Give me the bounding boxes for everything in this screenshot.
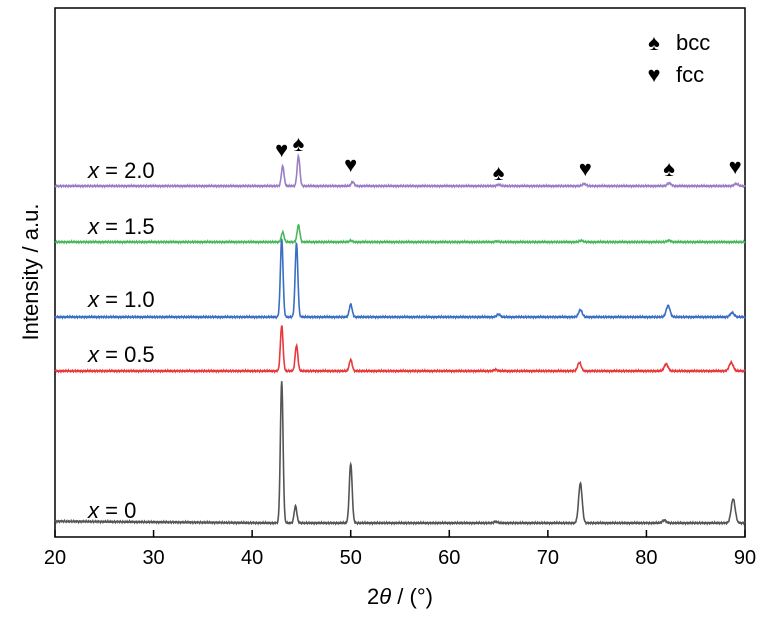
series-line-x-2.0 bbox=[54, 152, 746, 189]
x-tick-label-70: 70 bbox=[537, 547, 559, 569]
series-label-var: x bbox=[87, 342, 100, 367]
fcc-peak-marker: ♥ bbox=[729, 154, 742, 179]
series-label-eq: = bbox=[99, 287, 124, 312]
series-line-x-0 bbox=[54, 381, 746, 526]
legend: ♠ bcc ♥ fcc bbox=[647, 30, 710, 87]
series-label-var: x bbox=[87, 287, 100, 312]
fcc-peak-marker: ♥ bbox=[275, 137, 288, 162]
series-label-eq: = bbox=[99, 158, 124, 183]
series-label-var: x bbox=[87, 498, 100, 523]
series-line-x-1.0 bbox=[54, 238, 746, 320]
x-axis-title-part: θ bbox=[379, 584, 391, 609]
fcc-peak-marker: ♥ bbox=[344, 152, 357, 177]
legend-symbol-bcc: ♠ bbox=[648, 30, 660, 55]
legend-label-fcc: fcc bbox=[676, 62, 704, 87]
plot-frame bbox=[54, 7, 746, 538]
x-axis-ticks: 20 30 40 50 60 70 80 90 bbox=[44, 530, 756, 569]
series-layer bbox=[54, 152, 746, 526]
series-label-x-2.0: x = 2.0 bbox=[87, 158, 155, 183]
x-tick-label-30: 30 bbox=[142, 547, 164, 569]
legend-label-bcc: bcc bbox=[676, 30, 710, 55]
x-tick-label-40: 40 bbox=[241, 547, 263, 569]
series-label-var: x bbox=[87, 214, 100, 239]
x-tick-label-20: 20 bbox=[44, 547, 66, 569]
series-label-eq: = bbox=[99, 498, 124, 523]
series-label-value: 1.0 bbox=[124, 287, 155, 312]
bcc-peak-marker: ♠ bbox=[293, 131, 305, 156]
x-tick-label-50: 50 bbox=[340, 547, 362, 569]
y-axis-title: Intensity / a.u. bbox=[18, 204, 43, 341]
fcc-peak-marker: ♥ bbox=[579, 156, 592, 181]
series-line-x-1.5 bbox=[54, 223, 746, 245]
series-label-value: 2.0 bbox=[124, 158, 155, 183]
series-label-value: 0 bbox=[124, 498, 136, 523]
x-tick-label-80: 80 bbox=[635, 547, 657, 569]
series-label-eq: = bbox=[99, 214, 124, 239]
legend-symbol-fcc: ♥ bbox=[647, 62, 660, 87]
x-axis-title: 2θ / (°) bbox=[367, 584, 433, 609]
bcc-peak-marker: ♠ bbox=[493, 160, 505, 185]
series-line-x-0.5 bbox=[54, 325, 746, 374]
series-label-value: 1.5 bbox=[124, 214, 155, 239]
series-label-eq: = bbox=[99, 342, 124, 367]
series-label-var: x bbox=[87, 158, 100, 183]
bcc-peak-marker: ♠ bbox=[663, 156, 675, 181]
series-label-x-1.0: x = 1.0 bbox=[87, 287, 155, 312]
x-axis-title-part: / (°) bbox=[391, 584, 433, 609]
series-label-value: 0.5 bbox=[124, 342, 155, 367]
peak-markers: ♥ ♠♥ ♠ ♥ ♠ ♥ bbox=[275, 131, 741, 185]
x-tick-label-60: 60 bbox=[438, 547, 460, 569]
series-label-x-1.5: x = 1.5 bbox=[87, 214, 155, 239]
x-axis-title-part: 2 bbox=[367, 584, 379, 609]
series-label-x-0: x = 0 bbox=[87, 498, 136, 523]
series-labels: x = 0x = 0.5x = 1.0x = 1.5x = 2.0 bbox=[87, 158, 155, 523]
x-tick-label-90: 90 bbox=[734, 547, 756, 569]
series-label-x-0.5: x = 0.5 bbox=[87, 342, 155, 367]
